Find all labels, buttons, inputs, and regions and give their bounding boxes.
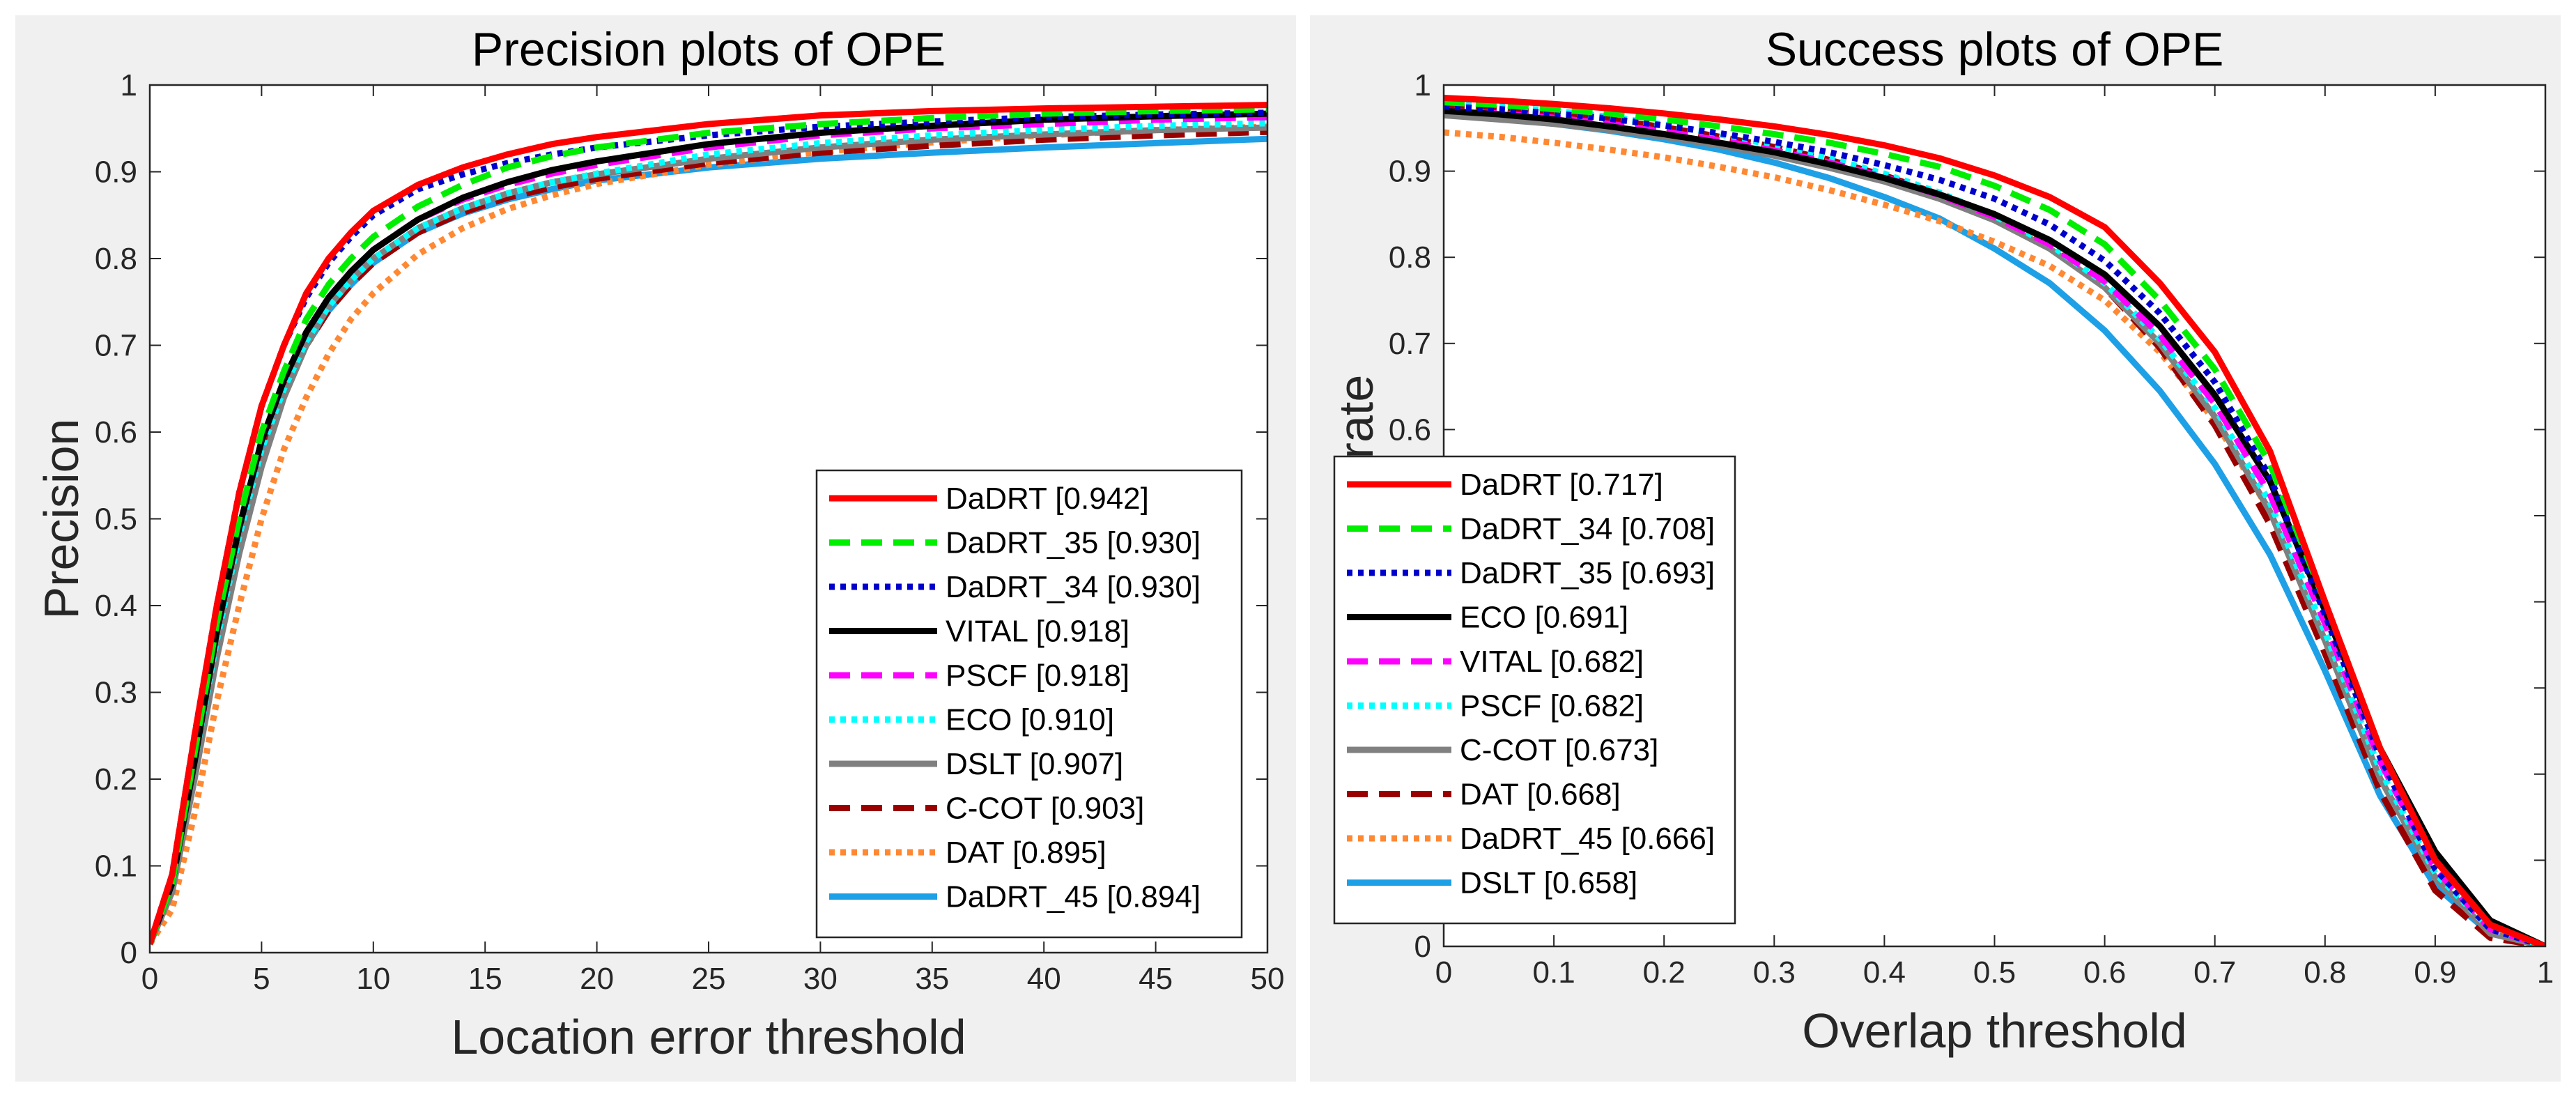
success-plot-panel: Success plots of OPE 0 0.1 0.2 0.3 0.4 0.5 0.6 0… (1310, 15, 2561, 1082)
x-tick-label: 0.3 (1753, 955, 1796, 990)
x-tick-label: 40 (1027, 962, 1061, 996)
x-tick-label: 1 (2537, 955, 2554, 990)
legend-box (1333, 455, 1736, 925)
legend-entry-label: DaDRT_45 [0.894] (946, 880, 1201, 914)
x-tick-label: 5 (253, 962, 270, 996)
legend-box (815, 469, 1243, 939)
legend-entry-label: VITAL [0.682] (1460, 645, 1644, 679)
x-tick-label: 10 (356, 962, 390, 996)
legend-entry-label: VITAL [0.918] (946, 615, 1129, 649)
x-tick-label: 45 (1139, 962, 1173, 996)
legend-entry-label: DaDRT_45 [0.666] (1460, 822, 1715, 856)
x-axis-label: Location error threshold (451, 1010, 966, 1064)
legend-entry-label: DAT [0.668] (1460, 778, 1621, 812)
series-line (150, 106, 1267, 946)
series-line (150, 102, 1267, 945)
x-tick-label: 0 (141, 962, 158, 996)
legend: DaDRT [0.942] DaDRT_35 [0.930] DaDRT_34 [0… (815, 469, 1243, 939)
series-group (1444, 95, 2545, 946)
x-tick-label: 0.4 (1863, 955, 1906, 990)
legend-entry-label: DSLT [0.907] (946, 747, 1123, 781)
y-tick-label: 0.2 (95, 762, 137, 797)
success-plot-svg: Success plots of OPE 0 0.1 0.2 0.3 0.4 0.5 0.6 0… (1329, 23, 2554, 1058)
legend-entry-label: ECO [0.910] (946, 703, 1114, 737)
x-tick-label: 20 (580, 962, 614, 996)
legend-entry-label: DaDRT [0.717] (1460, 468, 1663, 502)
y-axis-label: Precision (34, 419, 88, 620)
series-group (150, 102, 1267, 946)
legend: DaDRT [0.717] DaDRT_34 [0.708] DaDRT_35 [0… (1333, 455, 1736, 925)
series-line (1444, 103, 2545, 946)
legend-entry-label: C-COT [0.673] (1460, 733, 1658, 767)
y-tick-label: 0.5 (95, 502, 137, 537)
x-tick-label: 50 (1251, 962, 1285, 996)
legend-entry-label: DaDRT_34 [0.930] (946, 570, 1201, 604)
series-line (1444, 99, 2545, 946)
legend-entry-label: ECO [0.691] (1460, 601, 1628, 635)
y-tick-label: 1 (121, 68, 137, 102)
chart-title: Success plots of OPE (1766, 23, 2224, 76)
y-tick-label: 1 (1414, 68, 1431, 102)
x-tick-label: 0.6 (2083, 955, 2126, 990)
x-tick-label: 0.5 (1973, 955, 2016, 990)
x-tick-label: 0.2 (1643, 955, 1686, 990)
legend-entry-label: DaDRT_34 [0.708] (1460, 512, 1715, 546)
legend-entry-label: DaDRT_35 [0.930] (946, 526, 1201, 560)
y-tick-label: 0.3 (95, 676, 137, 710)
series-line (1444, 95, 2545, 946)
y-tick-label: 0.6 (1389, 413, 1431, 447)
x-tick-label: 0.8 (2304, 955, 2346, 990)
y-tick-label: 0.1 (95, 850, 137, 884)
series-line (150, 120, 1267, 946)
legend-entry-label: C-COT [0.903] (946, 792, 1144, 826)
y-tick-label: 0 (121, 936, 137, 970)
legend-entry-label: DaDRT [0.942] (946, 482, 1149, 516)
y-tick-label: 0 (1414, 930, 1431, 964)
y-tick-label: 0.9 (1389, 155, 1431, 189)
y-tick-label: 0.4 (95, 589, 137, 623)
legend-entry-label: DAT [0.895] (946, 836, 1106, 870)
x-tick-label: 0.9 (2414, 955, 2456, 990)
legend-entry-label: DaDRT_35 [0.693] (1460, 556, 1715, 590)
axes-box (148, 84, 1269, 954)
x-tick-label: 35 (915, 962, 949, 996)
y-tick-label: 0.9 (95, 155, 137, 190)
x-tick-label: 25 (692, 962, 726, 996)
x-tick-label: 30 (803, 962, 838, 996)
chart-title: Precision plots of OPE (472, 23, 946, 76)
x-tick-label: 0.1 (1533, 955, 1575, 990)
x-tick-label: 0 (1435, 955, 1452, 990)
legend-entry-label: PSCF [0.682] (1460, 689, 1644, 723)
y-tick-label: 0.7 (95, 329, 137, 363)
x-tick-label: 0.7 (2193, 955, 2236, 990)
y-tick-label: 0.8 (1389, 240, 1431, 275)
legend-entry-label: PSCF [0.918] (946, 659, 1129, 693)
legend-entry-label: DSLT [0.658] (1460, 866, 1637, 900)
precision-plot-panel: Precision plots of OPE 0 5 10 15 20 25 30 35 40 45… (15, 15, 1296, 1082)
y-tick-label: 0.8 (95, 242, 137, 276)
x-axis-label: Overlap threshold (1802, 1004, 2187, 1058)
y-tick-label: 0.6 (95, 415, 137, 449)
x-tick-label: 15 (468, 962, 502, 996)
y-tick-label: 0.7 (1389, 327, 1431, 361)
